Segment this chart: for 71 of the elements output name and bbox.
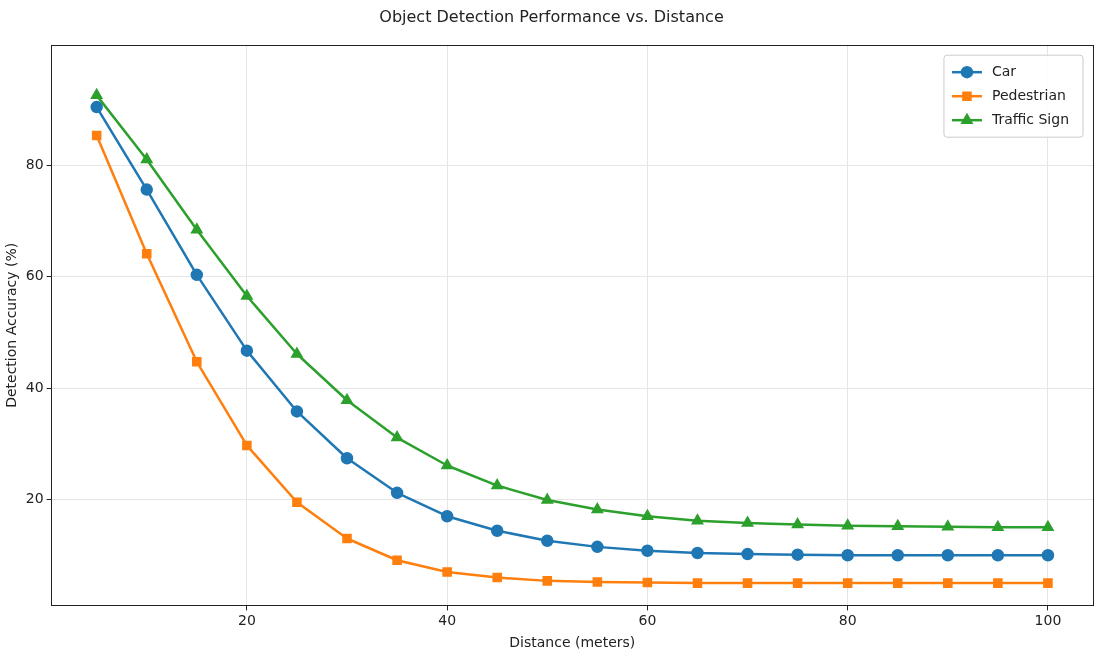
point (392, 555, 402, 566)
x-tick-label: 80 (838, 612, 857, 629)
point (391, 431, 403, 442)
point (242, 440, 252, 451)
point (891, 548, 904, 562)
point (541, 534, 554, 547)
point (591, 540, 604, 554)
legend-label: Car (991, 62, 1017, 79)
point (1043, 578, 1053, 588)
point (791, 548, 804, 561)
point (641, 544, 654, 558)
x-tick-label: 20 (237, 612, 256, 629)
y-tick-label: 20 (25, 490, 44, 507)
point (642, 577, 653, 588)
point (491, 479, 503, 490)
point (541, 493, 553, 504)
point (240, 344, 254, 357)
point (340, 451, 354, 465)
point (691, 514, 704, 525)
point (542, 576, 553, 586)
point (490, 524, 504, 537)
point (943, 578, 953, 588)
point (141, 153, 153, 164)
point (741, 516, 754, 527)
point (90, 100, 103, 114)
point (892, 578, 903, 588)
point (292, 497, 302, 508)
point (91, 130, 102, 141)
point (842, 578, 853, 588)
point (841, 548, 854, 562)
x-tick-label: 40 (438, 612, 457, 629)
x-axis-title: Distance (meters) (509, 634, 636, 651)
point (141, 248, 152, 259)
legend-label: Traffic Sign (990, 110, 1070, 127)
point (441, 459, 453, 470)
y-tick-label: 80 (25, 155, 44, 172)
point (742, 578, 753, 588)
point (691, 546, 704, 560)
legend-label: Pedestrian (991, 86, 1066, 103)
y-tick-label: 40 (25, 378, 44, 395)
point (792, 578, 803, 588)
x-tick-label: 100 (1034, 612, 1062, 629)
point (190, 268, 204, 282)
point (741, 547, 754, 561)
point (842, 519, 854, 530)
point (291, 347, 303, 358)
point (993, 578, 1003, 588)
point (241, 289, 253, 300)
point (492, 572, 502, 583)
chart-title: Object Detection Performance vs. Distance (379, 6, 724, 26)
point (1041, 548, 1055, 562)
point (341, 394, 353, 405)
y-axis-title: Detection Accuracy (%) (3, 242, 20, 408)
point (290, 405, 304, 418)
point (442, 567, 452, 577)
point (941, 548, 955, 562)
point (342, 533, 352, 544)
point (692, 578, 703, 588)
point (991, 548, 1005, 562)
y-tick-label: 60 (25, 267, 44, 284)
point (641, 509, 653, 520)
point (592, 577, 603, 587)
point (942, 520, 954, 531)
point (440, 509, 454, 523)
point (191, 223, 203, 234)
point (792, 518, 804, 529)
point (591, 503, 603, 514)
point (140, 183, 153, 196)
point (192, 357, 202, 367)
x-tick-label: 60 (638, 612, 657, 629)
point (390, 486, 404, 500)
